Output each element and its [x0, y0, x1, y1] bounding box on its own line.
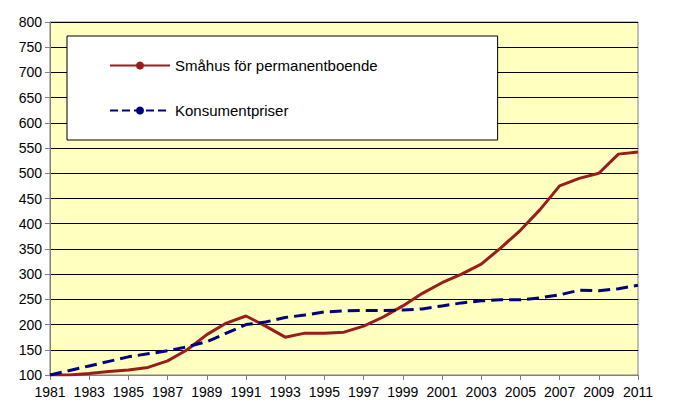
svg-text:600: 600 — [19, 115, 43, 131]
svg-text:150: 150 — [19, 342, 43, 358]
svg-text:1997: 1997 — [348, 384, 379, 400]
svg-text:1999: 1999 — [387, 384, 418, 400]
svg-text:2005: 2005 — [505, 384, 536, 400]
svg-text:1995: 1995 — [309, 384, 340, 400]
svg-text:500: 500 — [19, 165, 43, 181]
svg-text:650: 650 — [19, 90, 43, 106]
svg-text:2009: 2009 — [583, 384, 614, 400]
svg-text:250: 250 — [19, 291, 43, 307]
svg-text:800: 800 — [19, 14, 43, 30]
svg-text:1985: 1985 — [113, 384, 144, 400]
svg-text:Konsumentpriser: Konsumentpriser — [175, 102, 288, 119]
svg-text:450: 450 — [19, 191, 43, 207]
svg-text:2001: 2001 — [426, 384, 457, 400]
svg-text:1989: 1989 — [191, 384, 222, 400]
svg-text:300: 300 — [19, 266, 43, 282]
svg-text:1993: 1993 — [270, 384, 301, 400]
svg-text:1991: 1991 — [230, 384, 261, 400]
svg-text:2007: 2007 — [544, 384, 575, 400]
svg-text:100: 100 — [19, 367, 43, 383]
svg-text:700: 700 — [19, 64, 43, 80]
svg-text:2011: 2011 — [623, 384, 653, 400]
svg-text:750: 750 — [19, 39, 43, 55]
svg-text:1983: 1983 — [74, 384, 105, 400]
svg-text:550: 550 — [19, 140, 43, 156]
svg-text:Småhus för permanentboende: Småhus för permanentboende — [175, 57, 378, 74]
svg-text:350: 350 — [19, 241, 43, 257]
svg-text:200: 200 — [19, 317, 43, 333]
svg-text:400: 400 — [19, 216, 43, 232]
svg-text:1987: 1987 — [152, 384, 183, 400]
svg-text:1981: 1981 — [34, 384, 65, 400]
svg-text:2003: 2003 — [466, 384, 497, 400]
